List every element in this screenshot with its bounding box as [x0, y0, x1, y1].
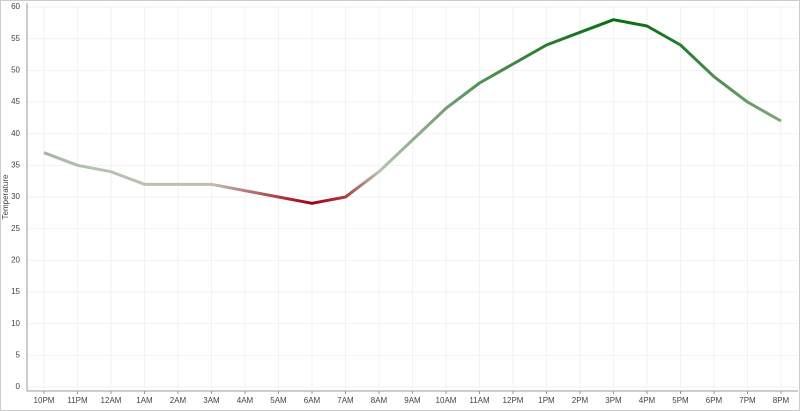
y-tick-label: 60	[11, 2, 20, 11]
y-tick-label: 0	[16, 382, 21, 391]
x-tick-label: 2AM	[170, 396, 187, 405]
x-tick-label: 9AM	[404, 396, 421, 405]
x-tick-label: 11AM	[469, 396, 490, 405]
y-tick-label: 15	[11, 287, 20, 296]
y-tick-label: 40	[11, 129, 20, 138]
y-tick-label: 20	[11, 255, 20, 264]
temperature-line	[43, 18, 782, 205]
x-tick-label: 10AM	[436, 396, 457, 405]
x-tick-label: 2PM	[572, 396, 589, 405]
x-tick-label: 6PM	[706, 396, 723, 405]
x-tick-label: 1AM	[136, 396, 153, 405]
x-tick-label: 3AM	[203, 396, 220, 405]
y-tick-label: 55	[11, 34, 20, 43]
x-tick-label: 7AM	[337, 396, 354, 405]
y-axis-label: Temperature	[1, 174, 10, 219]
x-tick-label: 8PM	[773, 396, 790, 405]
x-tick-label: 12AM	[101, 396, 122, 405]
x-tick-label: 5AM	[270, 396, 287, 405]
y-tick-label: 35	[11, 160, 20, 169]
x-tick-label: 6AM	[304, 396, 321, 405]
y-tick-label: 45	[11, 97, 20, 106]
x-tick-label: 4PM	[639, 396, 656, 405]
x-tick-label: 3PM	[605, 396, 622, 405]
x-tick-label: 12PM	[503, 396, 524, 405]
x-tick-label: 4AM	[237, 396, 254, 405]
x-tick-label: 11PM	[67, 396, 88, 405]
y-tick-label: 50	[11, 65, 20, 74]
x-tick-label: 7PM	[739, 396, 756, 405]
x-tick-label: 5PM	[672, 396, 689, 405]
x-tick-label: 1PM	[538, 396, 555, 405]
x-tick-label: 8AM	[371, 396, 388, 405]
y-tick-label: 25	[11, 224, 20, 233]
x-tick-label: 10PM	[34, 396, 55, 405]
y-tick-label: 10	[11, 319, 20, 328]
y-tick-label: 5	[16, 350, 21, 359]
y-tick-label: 30	[11, 192, 20, 201]
